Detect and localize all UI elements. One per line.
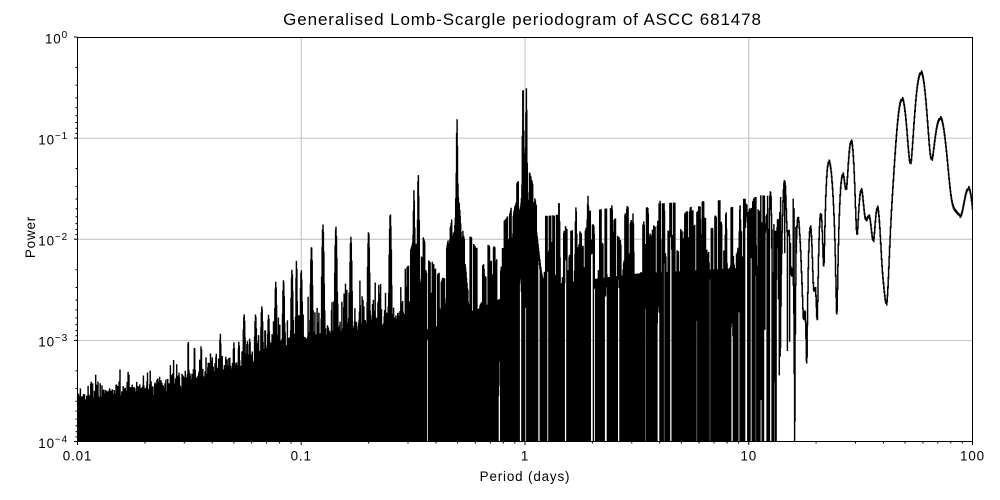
svg-text:10: 10 (740, 449, 757, 464)
svg-text:Generalised Lomb-Scargle perio: Generalised Lomb-Scargle periodogram of … (283, 10, 762, 29)
svg-text:0.1: 0.1 (291, 449, 312, 464)
svg-text:100: 100 (960, 449, 985, 464)
svg-text:Period (days): Period (days) (480, 469, 571, 484)
svg-text:1: 1 (521, 449, 529, 464)
svg-text:Power: Power (23, 216, 38, 258)
svg-text:0.01: 0.01 (63, 449, 92, 464)
